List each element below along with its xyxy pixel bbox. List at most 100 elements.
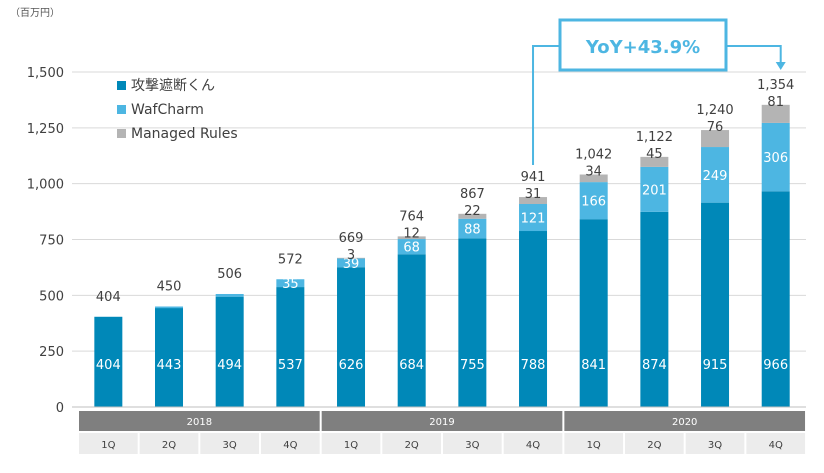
year-label: 2020	[672, 417, 697, 428]
bar-data-label: 915	[703, 358, 728, 373]
quarter-cell	[503, 433, 563, 454]
bar-segment	[761, 191, 790, 407]
bar-total-label: 450	[157, 280, 182, 295]
bar-segment	[94, 316, 123, 407]
quarter-cell	[564, 433, 624, 454]
quarter-label: 1Q	[587, 440, 601, 451]
bar-data-label: 76	[707, 120, 724, 135]
bar-segment	[458, 238, 487, 407]
bar-segment	[640, 211, 669, 407]
bar-segment	[579, 219, 608, 407]
bar-segment	[155, 306, 184, 309]
bar-total-label: 1,240	[696, 103, 733, 118]
y-tick-label: 750	[39, 234, 64, 249]
bar-data-label: 966	[763, 358, 788, 373]
year-band	[564, 411, 806, 431]
year-label: 2018	[187, 417, 212, 428]
y-tick-label: 1,000	[27, 178, 64, 193]
bar-data-label: 404	[96, 358, 121, 373]
bar-segment	[701, 147, 730, 203]
bar-total-label: 506	[217, 267, 242, 282]
bar-segment	[640, 166, 669, 212]
y-tick-label: 250	[39, 345, 64, 360]
quarter-label: 2Q	[647, 440, 661, 451]
legend-label: 攻撃遮断くん	[131, 78, 215, 94]
quarter-cell	[261, 433, 320, 454]
annotation-arrowhead	[775, 62, 786, 70]
bar-data-label: 626	[339, 358, 364, 373]
bar-total-label: 867	[460, 187, 485, 202]
bar-data-label: 841	[581, 358, 606, 373]
bar-segment	[701, 130, 730, 148]
bar-data-label: 35	[282, 277, 299, 292]
bar-data-label: 88	[464, 223, 481, 238]
bar-total-label: 404	[96, 290, 121, 305]
bar-segment	[640, 156, 669, 167]
bar-data-label: 306	[763, 151, 788, 166]
bar-total-label: 669	[339, 231, 364, 246]
bar-segment	[337, 257, 366, 259]
quarter-label: 4Q	[526, 440, 540, 451]
bar-segment	[155, 308, 184, 407]
bar-data-label: 81	[767, 95, 784, 110]
quarter-label: 2Q	[162, 440, 176, 451]
bar-segment	[215, 293, 244, 297]
bar-data-label: 3	[347, 248, 355, 263]
annotation-box	[558, 18, 728, 72]
bar-segment	[579, 182, 608, 220]
bar-data-label: 755	[460, 358, 485, 373]
bar-data-label: 249	[703, 169, 728, 184]
quarter-cell	[79, 433, 138, 454]
bar-data-label: 443	[157, 358, 182, 373]
legend-swatch	[117, 129, 126, 138]
legend-label: Managed Rules	[131, 126, 238, 142]
bar-segment	[276, 287, 305, 407]
year-band	[79, 411, 320, 431]
quarter-cell	[685, 433, 745, 454]
bar-segment	[215, 296, 244, 407]
bar-data-label: 31	[525, 187, 542, 202]
quarter-cell	[321, 433, 381, 454]
quarter-cell	[746, 433, 806, 454]
bar-segment	[458, 213, 487, 219]
quarter-label: 4Q	[283, 440, 297, 451]
bar-total-label: 941	[521, 170, 546, 185]
bar-segment	[397, 236, 426, 240]
bar-data-label: 22	[464, 204, 481, 219]
annotation-text: YoY+43.9%	[585, 37, 700, 58]
bar-data-label: 45	[646, 147, 663, 162]
quarter-cell	[382, 433, 442, 454]
quarter-label: 3Q	[708, 440, 722, 451]
year-label: 2019	[429, 417, 454, 428]
quarter-label: 4Q	[769, 440, 783, 451]
y-tick-label: 1,500	[27, 66, 64, 81]
bar-segment	[337, 267, 366, 407]
quarter-label: 3Q	[223, 440, 237, 451]
bar-data-label: 874	[642, 358, 667, 373]
bar-segment	[701, 202, 730, 407]
y-tick-label: 0	[56, 401, 64, 416]
bar-data-label: 166	[581, 195, 606, 210]
quarter-label: 1Q	[101, 440, 115, 451]
bar-segment	[458, 218, 487, 239]
year-band	[321, 411, 563, 431]
bar-segment	[519, 231, 548, 407]
bar-total-label: 764	[399, 209, 424, 224]
bar-segment	[337, 258, 366, 268]
bar-data-label: 788	[521, 358, 546, 373]
bar-segment	[519, 203, 548, 232]
bar-data-label: 201	[642, 183, 667, 198]
bar-segment	[579, 174, 608, 183]
annotation-leader-line	[532, 45, 560, 165]
bar-segment	[397, 254, 426, 407]
quarter-cell	[625, 433, 684, 454]
bar-total-label: 1,042	[575, 148, 612, 163]
bar-data-label: 121	[521, 212, 546, 227]
quarter-label: 2Q	[405, 440, 419, 451]
y-tick-label: 1,250	[27, 122, 64, 137]
bar-data-label: 494	[217, 358, 242, 373]
bar-data-label: 34	[585, 165, 602, 180]
bar-segment	[519, 197, 548, 204]
